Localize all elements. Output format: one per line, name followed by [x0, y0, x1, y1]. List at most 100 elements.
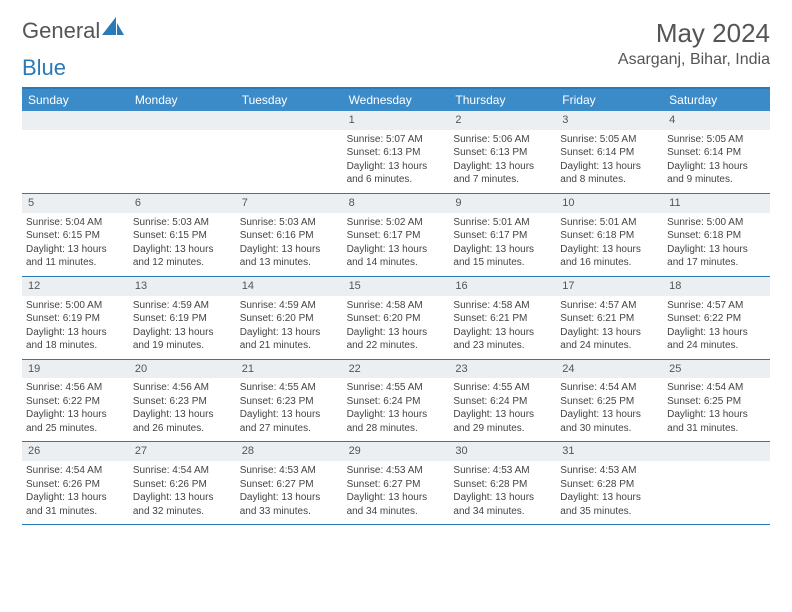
weekday-header: Tuesday [236, 89, 343, 111]
daylight-line-1: Daylight: 13 hours [347, 326, 446, 340]
day-cell: 10Sunrise: 5:01 AMSunset: 6:18 PMDayligh… [556, 194, 663, 276]
day-cell: 27Sunrise: 4:54 AMSunset: 6:26 PMDayligh… [129, 442, 236, 524]
day-cell: 15Sunrise: 4:58 AMSunset: 6:20 PMDayligh… [343, 277, 450, 359]
day-number [236, 111, 343, 130]
calendar-week: 1Sunrise: 5:07 AMSunset: 6:13 PMDaylight… [22, 111, 770, 194]
day-number: 19 [22, 360, 129, 379]
day-number: 14 [236, 277, 343, 296]
sunrise-line: Sunrise: 5:02 AM [347, 216, 446, 230]
day-number [129, 111, 236, 130]
day-cell: 18Sunrise: 4:57 AMSunset: 6:22 PMDayligh… [663, 277, 770, 359]
weekday-header: Wednesday [343, 89, 450, 111]
daylight-line-2: and 33 minutes. [240, 505, 339, 519]
day-cell: 30Sunrise: 4:53 AMSunset: 6:28 PMDayligh… [449, 442, 556, 524]
weekday-header: Monday [129, 89, 236, 111]
daylight-line-2: and 14 minutes. [347, 256, 446, 270]
logo-text-blue: Blue [22, 55, 66, 81]
sunset-line: Sunset: 6:28 PM [453, 478, 552, 492]
daylight-line-2: and 16 minutes. [560, 256, 659, 270]
daylight-line-2: and 13 minutes. [240, 256, 339, 270]
day-number: 2 [449, 111, 556, 130]
daylight-line-2: and 31 minutes. [26, 505, 125, 519]
calendar-week: 26Sunrise: 4:54 AMSunset: 6:26 PMDayligh… [22, 442, 770, 525]
day-number: 31 [556, 442, 663, 461]
daylight-line-2: and 30 minutes. [560, 422, 659, 436]
day-number: 28 [236, 442, 343, 461]
sunset-line: Sunset: 6:22 PM [667, 312, 766, 326]
daylight-line-2: and 35 minutes. [560, 505, 659, 519]
day-cell: 26Sunrise: 4:54 AMSunset: 6:26 PMDayligh… [22, 442, 129, 524]
logo-text-general: General [22, 18, 100, 44]
sunrise-line: Sunrise: 4:53 AM [347, 464, 446, 478]
day-number: 18 [663, 277, 770, 296]
daylight-line-1: Daylight: 13 hours [560, 408, 659, 422]
daylight-line-2: and 24 minutes. [667, 339, 766, 353]
daylight-line-2: and 11 minutes. [26, 256, 125, 270]
sunset-line: Sunset: 6:26 PM [133, 478, 232, 492]
day-cell: 12Sunrise: 5:00 AMSunset: 6:19 PMDayligh… [22, 277, 129, 359]
daylight-line-2: and 32 minutes. [133, 505, 232, 519]
sunset-line: Sunset: 6:21 PM [560, 312, 659, 326]
daylight-line-2: and 24 minutes. [560, 339, 659, 353]
day-cell [22, 111, 129, 193]
sunset-line: Sunset: 6:23 PM [133, 395, 232, 409]
sunrise-line: Sunrise: 5:03 AM [240, 216, 339, 230]
day-cell: 23Sunrise: 4:55 AMSunset: 6:24 PMDayligh… [449, 360, 556, 442]
sunrise-line: Sunrise: 5:00 AM [26, 299, 125, 313]
day-cell: 28Sunrise: 4:53 AMSunset: 6:27 PMDayligh… [236, 442, 343, 524]
daylight-line-2: and 19 minutes. [133, 339, 232, 353]
sunrise-line: Sunrise: 4:54 AM [560, 381, 659, 395]
sunset-line: Sunset: 6:26 PM [26, 478, 125, 492]
day-number: 4 [663, 111, 770, 130]
sunrise-line: Sunrise: 5:05 AM [560, 133, 659, 147]
day-number: 12 [22, 277, 129, 296]
sunrise-line: Sunrise: 5:04 AM [26, 216, 125, 230]
day-cell [236, 111, 343, 193]
daylight-line-2: and 9 minutes. [667, 173, 766, 187]
day-cell: 9Sunrise: 5:01 AMSunset: 6:17 PMDaylight… [449, 194, 556, 276]
daylight-line-1: Daylight: 13 hours [560, 160, 659, 174]
daylight-line-2: and 12 minutes. [133, 256, 232, 270]
sunrise-line: Sunrise: 4:56 AM [26, 381, 125, 395]
sunrise-line: Sunrise: 4:58 AM [453, 299, 552, 313]
sunset-line: Sunset: 6:27 PM [347, 478, 446, 492]
day-number: 6 [129, 194, 236, 213]
daylight-line-2: and 6 minutes. [347, 173, 446, 187]
sunrise-line: Sunrise: 4:55 AM [347, 381, 446, 395]
daylight-line-2: and 34 minutes. [453, 505, 552, 519]
sunrise-line: Sunrise: 4:57 AM [667, 299, 766, 313]
daylight-line-2: and 34 minutes. [347, 505, 446, 519]
day-number [22, 111, 129, 130]
sunrise-line: Sunrise: 5:06 AM [453, 133, 552, 147]
calendar-weeks: 1Sunrise: 5:07 AMSunset: 6:13 PMDaylight… [22, 111, 770, 525]
day-number: 20 [129, 360, 236, 379]
sunrise-line: Sunrise: 5:07 AM [347, 133, 446, 147]
sunset-line: Sunset: 6:20 PM [347, 312, 446, 326]
daylight-line-1: Daylight: 13 hours [667, 243, 766, 257]
sunrise-line: Sunrise: 4:55 AM [240, 381, 339, 395]
day-cell: 6Sunrise: 5:03 AMSunset: 6:15 PMDaylight… [129, 194, 236, 276]
sunset-line: Sunset: 6:23 PM [240, 395, 339, 409]
sunrise-line: Sunrise: 4:53 AM [240, 464, 339, 478]
daylight-line-1: Daylight: 13 hours [453, 243, 552, 257]
sunrise-line: Sunrise: 4:54 AM [26, 464, 125, 478]
daylight-line-1: Daylight: 13 hours [347, 243, 446, 257]
daylight-line-2: and 25 minutes. [26, 422, 125, 436]
logo: General [22, 18, 124, 44]
daylight-line-2: and 21 minutes. [240, 339, 339, 353]
day-number: 9 [449, 194, 556, 213]
sunrise-line: Sunrise: 4:53 AM [453, 464, 552, 478]
daylight-line-1: Daylight: 13 hours [560, 491, 659, 505]
daylight-line-2: and 7 minutes. [453, 173, 552, 187]
daylight-line-2: and 23 minutes. [453, 339, 552, 353]
day-cell: 5Sunrise: 5:04 AMSunset: 6:15 PMDaylight… [22, 194, 129, 276]
sunset-line: Sunset: 6:18 PM [560, 229, 659, 243]
sunrise-line: Sunrise: 5:00 AM [667, 216, 766, 230]
day-number: 26 [22, 442, 129, 461]
daylight-line-2: and 26 minutes. [133, 422, 232, 436]
sunrise-line: Sunrise: 5:03 AM [133, 216, 232, 230]
daylight-line-1: Daylight: 13 hours [240, 491, 339, 505]
day-number: 5 [22, 194, 129, 213]
day-number: 3 [556, 111, 663, 130]
sunrise-line: Sunrise: 4:59 AM [240, 299, 339, 313]
